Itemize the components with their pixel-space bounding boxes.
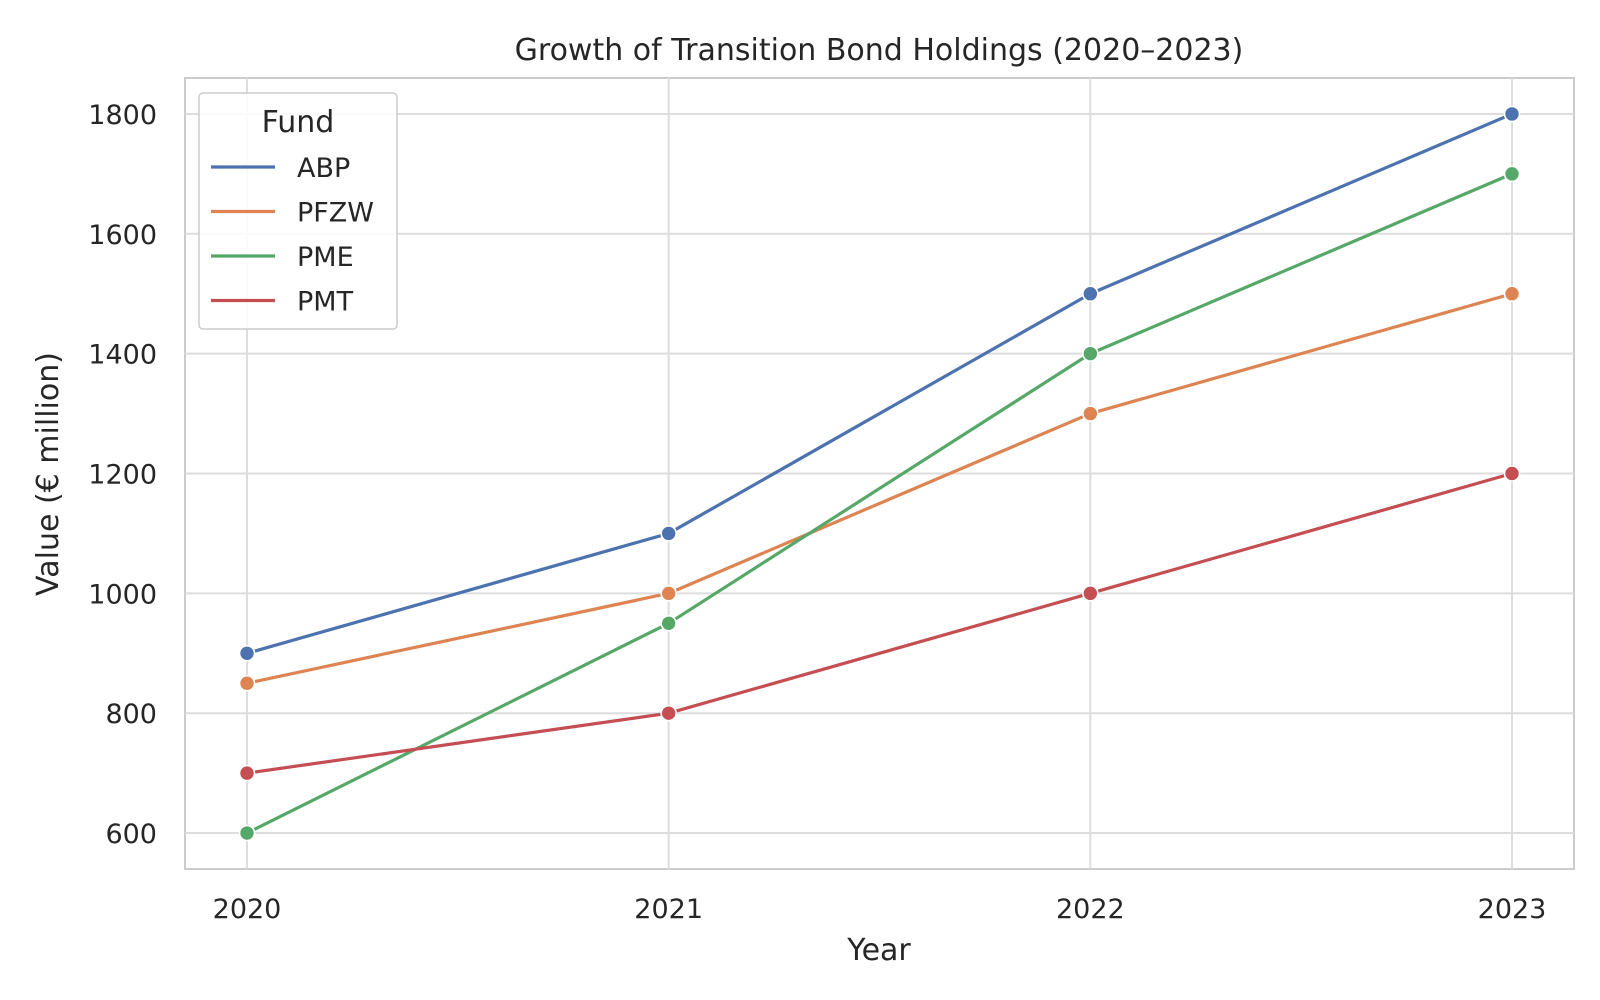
data-point-pmt [238,764,256,782]
data-point-pfzw [660,585,677,602]
series-lines [245,112,1514,835]
series-line-pfzw [245,292,1514,685]
data-point-pme [1503,165,1521,183]
data-point-pme [660,615,677,632]
x-tick-label: 2023 [1478,894,1547,925]
data-point-pmt [660,704,677,722]
data-point-abp [1082,285,1099,303]
series-line-abp [245,112,1514,655]
y-tick-label: 1800 [88,100,157,131]
data-point-pfzw [1082,405,1099,422]
series-line-pme [245,172,1514,835]
series-markers [238,105,1521,842]
chart-title: Growth of Transition Bond Holdings (2020… [515,33,1244,68]
data-point-abp [238,644,256,662]
y-tick-label: 1400 [88,340,157,371]
legend-title: Fund [262,105,335,140]
legend-label-pfzw: PFZW [297,198,374,229]
grid-lines [185,78,1574,869]
legend-box [198,92,398,330]
x-axis-title: Year [846,933,911,968]
x-tick-label: 2020 [213,894,282,925]
legend-label-pmt: PMT [297,287,354,318]
data-point-abp [1503,105,1521,123]
data-point-pfzw [1503,285,1521,303]
y-tick-label: 1000 [88,579,157,610]
series-line-pmt [245,471,1514,775]
legend: Fund ABP PFZW PME PMT [198,92,398,330]
y-tick-label: 600 [105,819,157,850]
x-tick-label: 2022 [1056,894,1125,925]
y-tick-label: 1600 [88,220,157,251]
tick-labels: 2020 2021 2022 2023 600 800 1000 1200 1400 1600 18… [88,100,1546,925]
y-axis-title: Value (€ million) [31,352,66,596]
y-tick-label: 800 [105,699,157,730]
x-tick-label: 2021 [634,894,703,925]
data-point-pmt [1503,465,1521,482]
legend-entries: ABP PFZW PME PMT [211,153,374,318]
data-point-pfzw [238,674,256,692]
legend-label-pme: PME [297,242,354,273]
data-point-pme [238,824,256,842]
data-point-abp [660,525,677,542]
data-point-pme [1082,345,1099,362]
data-point-pmt [1082,585,1099,602]
y-tick-label: 1200 [88,460,157,491]
legend-label-abp: ABP [297,153,350,184]
